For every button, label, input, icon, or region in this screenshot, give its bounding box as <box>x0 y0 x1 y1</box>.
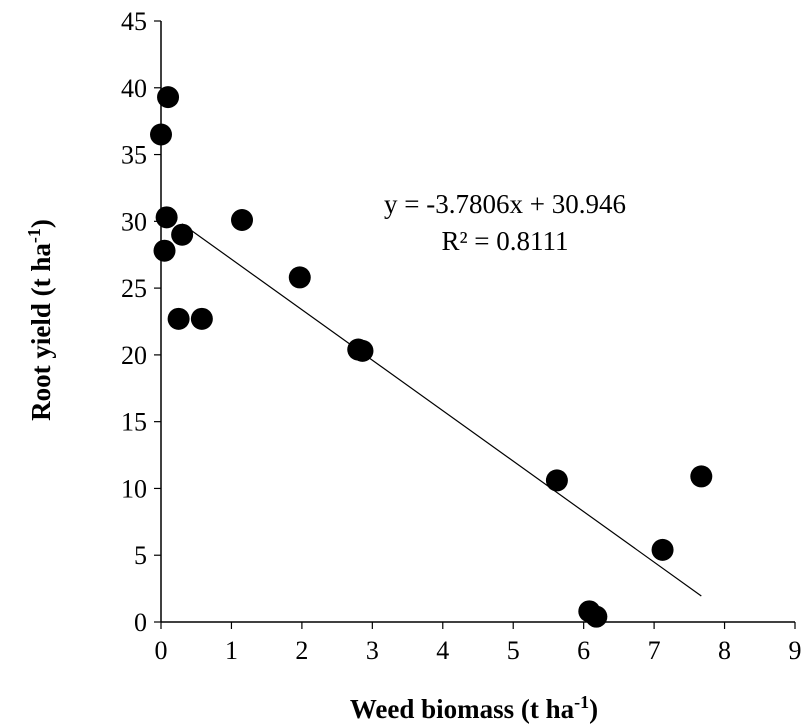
x-axis-title-end: ) <box>589 694 598 724</box>
data-point <box>171 223 194 246</box>
x-axis-title-superscript: -1 <box>574 692 589 712</box>
x-tick-label: 1 <box>225 636 238 665</box>
data-point <box>545 469 568 492</box>
y-tick-label: 40 <box>121 74 147 103</box>
x-tick-label: 0 <box>155 636 168 665</box>
y-axis-title-end: ) <box>26 219 56 228</box>
data-point <box>585 605 608 628</box>
data-point <box>150 123 172 146</box>
y-tick-label: 0 <box>134 608 147 637</box>
y-ticks: 0 5 10 15 20 25 30 35 40 45 <box>121 7 161 637</box>
r-squared-label: R² = 0.8111 <box>441 226 568 256</box>
data-point <box>155 206 178 229</box>
y-tick-label: 25 <box>121 274 147 303</box>
trendline-equation: y = -3.7806x + 30.946 <box>384 189 626 219</box>
data-point <box>651 538 674 561</box>
data-points <box>150 86 713 628</box>
data-point <box>190 307 213 330</box>
y-axis-title: Root yield (t ha-1) <box>24 219 56 421</box>
trendline <box>181 223 702 597</box>
data-point <box>351 339 374 362</box>
y-tick-label: 20 <box>121 341 147 370</box>
data-point <box>157 86 180 109</box>
x-ticks: 0 1 2 3 4 5 6 7 8 9 <box>155 622 802 665</box>
axes <box>160 21 795 623</box>
y-tick-label: 30 <box>121 207 147 236</box>
x-tick-label: 3 <box>366 636 379 665</box>
data-point <box>153 239 176 262</box>
y-tick-label: 35 <box>121 141 147 170</box>
y-axis-title-superscript: -1 <box>24 228 44 243</box>
x-tick-label: 4 <box>436 636 449 665</box>
y-tick-label: 5 <box>134 541 147 570</box>
data-point <box>167 307 190 330</box>
x-tick-label: 5 <box>507 636 520 665</box>
data-point <box>288 266 311 289</box>
x-tick-label: 7 <box>648 636 661 665</box>
x-tick-label: 8 <box>718 636 731 665</box>
data-point <box>690 465 713 488</box>
y-tick-label: 10 <box>121 474 147 503</box>
x-axis-title-text: Weed biomass (t ha <box>350 694 575 724</box>
x-tick-label: 6 <box>577 636 590 665</box>
y-tick-label: 45 <box>121 7 147 36</box>
x-tick-label: 9 <box>789 636 802 665</box>
data-point <box>231 208 254 231</box>
y-axis-title-text: Root yield (t ha <box>26 243 56 421</box>
y-tick-label: 15 <box>121 408 147 437</box>
x-tick-label: 2 <box>295 636 308 665</box>
x-axis-title: Weed biomass (t ha-1) <box>350 692 598 724</box>
